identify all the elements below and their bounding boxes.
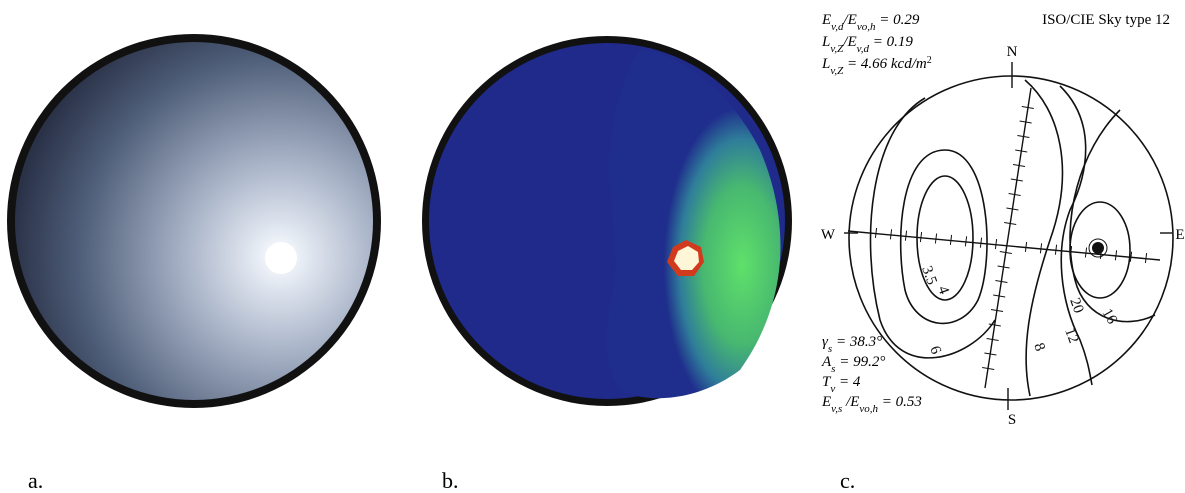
- tick: [995, 239, 996, 249]
- parameter: Tv = 4: [822, 374, 861, 395]
- parameter-part: /E: [842, 34, 856, 50]
- parameter-part: = 99.2°: [835, 354, 885, 370]
- compass-label: E: [1175, 227, 1184, 243]
- parameter-part: = 4.66 kcd/m: [843, 56, 927, 72]
- parameter-part: = 38.3°: [832, 334, 882, 350]
- n-s-axis: [985, 88, 1031, 388]
- chart-title: ISO/CIE Sky type 12: [1042, 12, 1170, 28]
- parameter-part: vo,h: [859, 403, 878, 415]
- panel-label: c.: [840, 468, 855, 493]
- sun: [265, 242, 297, 274]
- contour-label: 3.5: [918, 264, 939, 287]
- parameter-part: vo,h: [857, 21, 876, 33]
- parameter: γs = 38.3°: [822, 334, 882, 355]
- tick: [965, 236, 966, 246]
- parameter-part: v,s: [831, 403, 842, 415]
- parameter-part: v,Z: [830, 65, 844, 77]
- tick: [875, 228, 876, 238]
- tick: [935, 234, 936, 244]
- contour-label: 8: [1030, 341, 1048, 354]
- parameter-part: L: [821, 34, 830, 50]
- parameter-part: = 0.29: [875, 12, 919, 28]
- parameter-part: v,d: [857, 43, 870, 55]
- tick: [980, 238, 981, 248]
- parameter: As = 99.2°: [821, 354, 885, 375]
- tick: [950, 235, 951, 245]
- contour-label: 4: [934, 284, 952, 297]
- tick: [905, 231, 906, 241]
- parameter-part: /E: [843, 12, 857, 28]
- compass-label: N: [1007, 44, 1018, 60]
- parameter-part: L: [821, 56, 830, 72]
- tick: [1025, 242, 1026, 252]
- contour: [870, 98, 995, 358]
- parameter: Ev,s /Evo,h = 0.53: [821, 394, 922, 415]
- tick: [890, 229, 891, 239]
- parameter-part: = 4: [835, 374, 861, 390]
- parameter: Ev,d/Evo,h = 0.29: [821, 12, 920, 33]
- parameter: Lv,Z/Ev,d = 0.19: [821, 34, 913, 55]
- parameter: Lv,Z = 4.66 kcd/m2: [821, 55, 932, 78]
- luminance-region: [606, 48, 780, 398]
- contour-label: 6: [926, 344, 944, 357]
- sky-photo: [15, 42, 373, 400]
- sun-position: [1092, 242, 1104, 254]
- contour-label: 12: [1061, 326, 1081, 346]
- compass-label: W: [821, 227, 836, 243]
- parameter-part: = 0.53: [878, 394, 922, 410]
- tick: [1145, 253, 1146, 263]
- parameter-part: E: [821, 394, 831, 410]
- compass-label: S: [1008, 412, 1016, 428]
- contour-label: 16: [1099, 306, 1121, 327]
- tick: [1085, 248, 1086, 258]
- tick: [1115, 250, 1116, 260]
- tick: [1055, 245, 1056, 255]
- tick: [920, 232, 921, 242]
- parameter-part: v,d: [831, 21, 844, 33]
- panel-label: b.: [442, 468, 459, 493]
- parameter-part: /E: [842, 394, 859, 410]
- w-e-axis: [848, 231, 1160, 260]
- figure: N S W E ISO/CIE Sky type 12 a. b. c. Ev,…: [0, 0, 1185, 493]
- parameter-part: = 0.19: [869, 34, 913, 50]
- parameter-part: 2: [927, 55, 932, 66]
- parameter-part: E: [821, 12, 831, 28]
- tick: [1040, 243, 1041, 253]
- panel-label: a.: [28, 468, 43, 493]
- parameter-part: v,Z: [830, 43, 844, 55]
